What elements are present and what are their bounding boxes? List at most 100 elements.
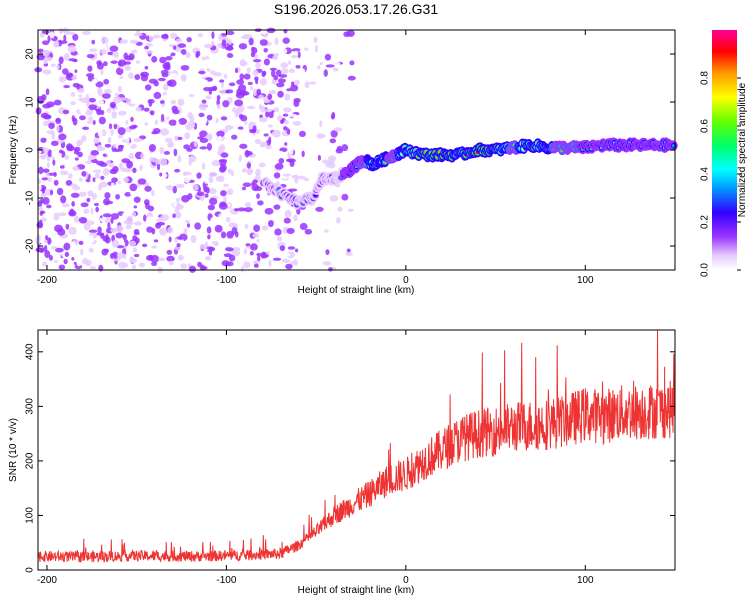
noise-speckle <box>81 135 87 142</box>
x-tick-label: 100 <box>577 575 594 586</box>
noise-speckle <box>136 29 141 35</box>
noise-speckle <box>115 193 120 200</box>
noise-speckle <box>272 54 278 61</box>
noise-speckle <box>199 79 208 83</box>
noise-speckle <box>185 123 193 131</box>
noise-speckle <box>231 134 238 140</box>
noise-speckle <box>72 33 79 41</box>
noise-speckle <box>349 60 355 66</box>
noise-speckle <box>43 62 49 67</box>
noise-speckle <box>52 159 56 166</box>
noise-speckle <box>103 88 112 94</box>
noise-speckle <box>100 69 104 76</box>
noise-speckle <box>256 252 262 257</box>
noise-speckle <box>85 259 92 267</box>
noise-speckle <box>132 247 138 253</box>
noise-speckle <box>73 149 80 155</box>
snr-series-line <box>37 329 676 563</box>
noise-speckle <box>80 248 84 256</box>
noise-speckle <box>307 36 311 44</box>
noise-speckle <box>150 157 157 163</box>
noise-speckle <box>160 69 169 75</box>
noise-speckle <box>96 108 102 116</box>
noise-speckle <box>325 249 330 255</box>
noise-speckle <box>78 94 82 98</box>
noise-speckle <box>119 66 123 70</box>
x-tick-label: -200 <box>37 575 57 586</box>
noise-speckle <box>46 139 54 144</box>
snr-y-ticks: 0 100 200 300 400 <box>25 343 675 573</box>
noise-speckle <box>216 78 221 85</box>
noise-speckle <box>213 242 219 247</box>
noise-speckle <box>131 211 137 217</box>
noise-speckle <box>96 60 102 66</box>
noise-speckle <box>249 243 258 251</box>
noise-speckle <box>117 261 127 269</box>
noise-speckle <box>216 95 221 101</box>
noise-speckle <box>88 247 94 253</box>
noise-speckle <box>103 78 110 85</box>
noise-speckle <box>110 213 120 220</box>
noise-speckle <box>246 67 251 74</box>
noise-speckle <box>37 201 43 207</box>
noise-speckle <box>241 186 247 191</box>
noise-speckle <box>218 33 223 42</box>
noise-speckle <box>258 94 264 100</box>
noise-speckle <box>144 84 152 91</box>
noise-speckle <box>117 127 126 135</box>
noise-speckle <box>58 264 66 270</box>
noise-speckle <box>274 228 282 236</box>
noise-speckle <box>180 263 187 270</box>
noise-speckle <box>238 154 243 163</box>
noise-speckle <box>235 107 243 115</box>
noise-speckle <box>159 56 167 64</box>
noise-speckle <box>345 135 350 143</box>
noise-speckle <box>42 196 50 205</box>
noise-speckle <box>84 252 92 257</box>
noise-speckle <box>43 56 53 62</box>
noise-speckle <box>38 219 43 228</box>
noise-speckle <box>109 45 119 52</box>
noise-speckle <box>144 185 152 192</box>
noise-speckle <box>347 208 354 212</box>
noise-speckle <box>77 88 85 93</box>
noise-speckle <box>58 133 67 141</box>
noise-speckle <box>303 47 309 51</box>
noise-speckle <box>93 202 99 207</box>
noise-speckle <box>97 226 102 234</box>
noise-speckle <box>281 258 291 263</box>
noise-speckle <box>170 99 177 105</box>
noise-speckle <box>268 89 277 95</box>
noise-speckle <box>263 58 270 66</box>
noise-speckle <box>78 97 83 102</box>
noise-speckle <box>259 78 267 86</box>
noise-speckle <box>345 252 353 256</box>
noise-speckle <box>336 217 341 224</box>
noise-speckle <box>45 172 50 178</box>
noise-speckle <box>129 103 136 107</box>
noise-speckle <box>263 47 268 53</box>
noise-speckle <box>148 78 158 84</box>
noise-speckle <box>66 72 74 78</box>
noise-speckle <box>234 67 239 74</box>
noise-speckle <box>159 147 165 154</box>
noise-speckle <box>239 143 248 149</box>
x-tick-label: 0 <box>403 575 409 586</box>
noise-speckle <box>63 53 70 61</box>
noise-speckle <box>277 77 286 84</box>
noise-speckle <box>325 64 335 68</box>
noise-speckle <box>291 265 300 274</box>
noise-speckle <box>217 135 222 141</box>
noise-speckle <box>153 91 162 100</box>
noise-speckle <box>243 207 253 213</box>
noise-speckle <box>106 107 112 113</box>
noise-speckle <box>218 175 225 183</box>
noise-speckle <box>70 241 76 249</box>
noise-speckle <box>160 34 169 40</box>
noise-speckle <box>235 91 245 99</box>
noise-speckle <box>102 153 107 157</box>
noise-speckle <box>207 204 215 211</box>
noise-speckle <box>80 202 89 208</box>
noise-speckle <box>172 213 176 219</box>
